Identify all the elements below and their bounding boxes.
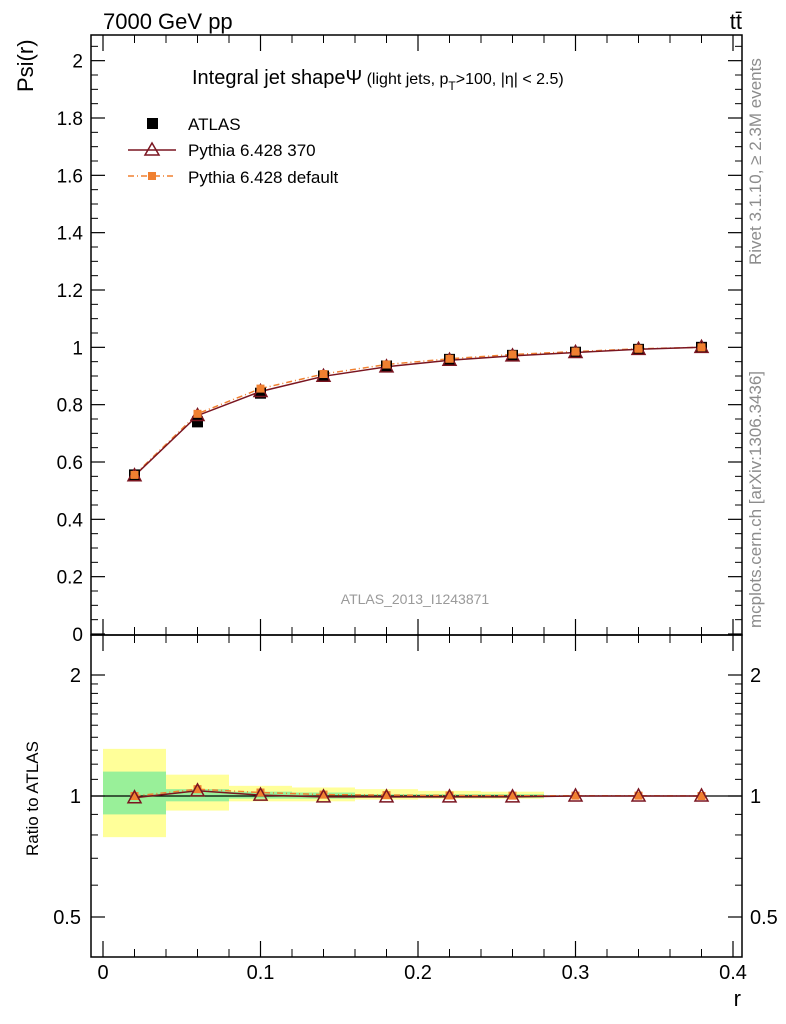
ratio-point-pythia-default [319,790,328,799]
main-series-layer [126,338,710,482]
main-y-tick-label: 1.6 [57,166,83,187]
header-collision-label: 7000 GeV pp [103,9,233,34]
series-line-pythia-default [133,346,702,476]
ratio-point-pythia-370 [189,782,206,797]
main-chart-title: Integral jet shapeΨ (light jets, pT>100,… [192,67,564,93]
x-tick-label: 0.1 [247,962,275,984]
main-y-tick-label: 1.8 [57,109,83,130]
data-point-pythia-default [382,360,391,369]
main-y-tick-labels: 0 0.2 0.4 0.6 0.8 1 1.2 1.4 1.6 1.8 2 [57,52,84,646]
x-axis-label: r [734,986,741,1011]
title-pt-subscript: T [448,79,456,93]
ratio-y-tick-label-right: 1 [750,786,761,808]
ratio-y-tick-label-right: 2 [750,665,761,687]
legend-label-atlas: ATLAS [188,115,241,134]
ratio-point-pythia-default [508,791,517,800]
legend-label-pythia-default: Pythia 6.428 default [188,168,339,187]
data-point-pythia-default [445,354,454,363]
data-point-pythia-default [634,344,643,353]
data-point-pythia-default [193,409,202,418]
side-label-rivet: Rivet 3.1.10, ≥ 2.3M events [746,58,765,265]
main-y-tick-label: 1.4 [57,224,84,245]
title-detail: (light jets, p [362,71,448,88]
ratio-point-pythia-370 [567,787,584,802]
main-y-tick-label: 0 [72,625,83,646]
ratio-point-pythia-370 [693,787,710,802]
main-y-tick-label: 0.8 [57,396,83,417]
title-text: Integral jet shape [192,67,345,89]
ratio-point-pythia-370 [441,788,458,803]
ratio-y-tick-label: 0.5 [53,907,81,929]
x-tick-label: 0 [97,962,108,984]
legend-label-pythia-370: Pythia 6.428 370 [188,141,316,160]
ratio-point-pythia-370 [630,787,647,802]
side-label-mcplots: mcplots.cern.ch [arXiv:1306.3436] [746,371,765,628]
ratio-y-tick-labels: 0.5 0.5 1 1 2 2 [53,665,778,929]
ratio-y-tick-label-right: 0.5 [750,907,778,929]
data-point-pythia-default [319,369,328,378]
x-tick-label: 0.2 [404,962,432,984]
main-panel: 0 0.2 0.4 0.6 0.8 1 1.2 1.4 1.6 1.8 2 Psi(r) Integ… [13,34,743,646]
ratio-point-pythia-default [634,791,643,800]
series-line-pythia-370 [133,346,702,477]
ratio-y-tick-label: 1 [70,786,81,808]
title-psi-symbol: Ψ [345,67,362,89]
x-tick-label: 0.3 [562,962,590,984]
ratio-point-pythia-default [130,792,139,800]
ratio-series-layer [126,782,710,804]
ratio-y-axis-label: Ratio to ATLAS [23,741,42,856]
ratio-point-pythia-default [445,791,454,800]
ratio-point-pythia-370 [252,786,269,801]
ratio-line-pythia-370 [134,790,702,799]
ratio-point-pythia-370 [315,788,332,803]
legend-marker-pythia-370 [143,141,161,156]
data-point-atlas [255,387,266,399]
ratio-point-pythia-370 [378,788,395,803]
ratio-point-pythia-370 [504,788,521,803]
ratio-point-pythia-default [193,785,202,794]
ratio-point-pythia-default [697,792,706,800]
x-tick-labels: 0 0.1 0.2 0.3 0.4 [97,962,746,984]
main-y-axis-label: Psi(r) [13,39,38,92]
main-y-tick-label: 1.2 [57,281,83,302]
main-y-tick-label: 0.4 [57,510,84,531]
ratio-point-pythia-default [382,791,391,800]
title-detail-cuts: >100, |η| < 2.5) [456,71,564,88]
analysis-watermark: ATLAS_2013_I1243871 [341,591,490,607]
ratio-y-tick-label: 2 [70,665,81,687]
main-y-tick-label: 0.6 [57,453,83,474]
ratio-panel: 0.5 0.51 12 2 0 0.1 0.2 0.3 0.4 Ratio to ATLAS … [23,634,778,1011]
header-process-label: tt̄ [730,9,742,34]
data-point-pythia-default [697,343,706,352]
main-axis-ticks [91,35,742,635]
ratio-point-pythia-default [256,788,265,797]
data-point-atlas [192,416,203,428]
main-y-tick-label: 0.2 [57,568,83,589]
ratio-point-pythia-default [571,791,580,800]
data-point-pythia-default [130,470,139,479]
main-y-tick-label: 2 [72,52,83,73]
legend: ATLAS Pythia 6.428 370 Pythia 6.428 defa… [128,115,339,187]
data-point-pythia-default [256,384,265,393]
legend-marker-pythia-default [148,172,156,180]
main-y-tick-label: 1 [72,338,83,359]
ratio-point-pythia-370 [126,789,143,804]
x-tick-label: 0.4 [719,962,747,984]
data-point-pythia-default [571,347,580,356]
data-point-pythia-default [508,350,517,359]
legend-marker-atlas [147,118,158,129]
